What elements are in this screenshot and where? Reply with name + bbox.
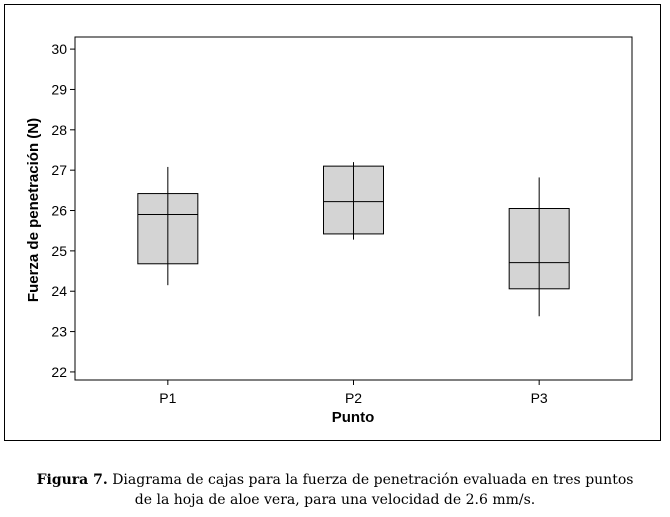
y-tick-label: 28	[51, 122, 67, 138]
y-tick-label: 25	[51, 243, 67, 259]
y-tick-label: 29	[51, 81, 67, 97]
y-axis-title: Fuerza de penetración (N)	[25, 118, 42, 302]
figure-caption: Figura 7. Diagrama de cajas para la fuer…	[0, 470, 670, 510]
y-tick-label: 22	[51, 364, 67, 380]
y-tick-label: 30	[51, 41, 67, 57]
x-axis: P1 P2 P3	[159, 380, 548, 406]
x-axis-title: Punto	[332, 409, 375, 426]
y-tick-label: 27	[51, 162, 67, 178]
caption-line-2: de la hoja de aloe vera, para una veloci…	[134, 492, 536, 508]
x-tick-label: P1	[159, 390, 176, 406]
y-tick-label: 26	[51, 203, 67, 219]
box-p3	[508, 177, 570, 317]
caption-line-1: Figura 7. Diagrama de cajas para la fuer…	[0, 470, 670, 490]
caption-text-1: Diagrama de cajas para la fuerza de pene…	[112, 472, 634, 488]
x-tick-label: P3	[531, 390, 548, 406]
box-p2	[323, 162, 384, 240]
y-axis: 22 23 24 25 26 27 28 29 30	[51, 41, 75, 380]
box-p1	[137, 166, 199, 286]
y-tick-label: 24	[51, 283, 67, 299]
x-tick-label: P2	[345, 390, 362, 406]
y-tick-label: 23	[51, 324, 67, 340]
figure-label: Figura 7.	[36, 472, 108, 488]
boxes-group	[137, 162, 570, 317]
box-plot-chart: 22 23 24 25 26 27 28 29 30 P1 P2 P3 Punto Fuerza d…	[25, 36, 633, 426]
